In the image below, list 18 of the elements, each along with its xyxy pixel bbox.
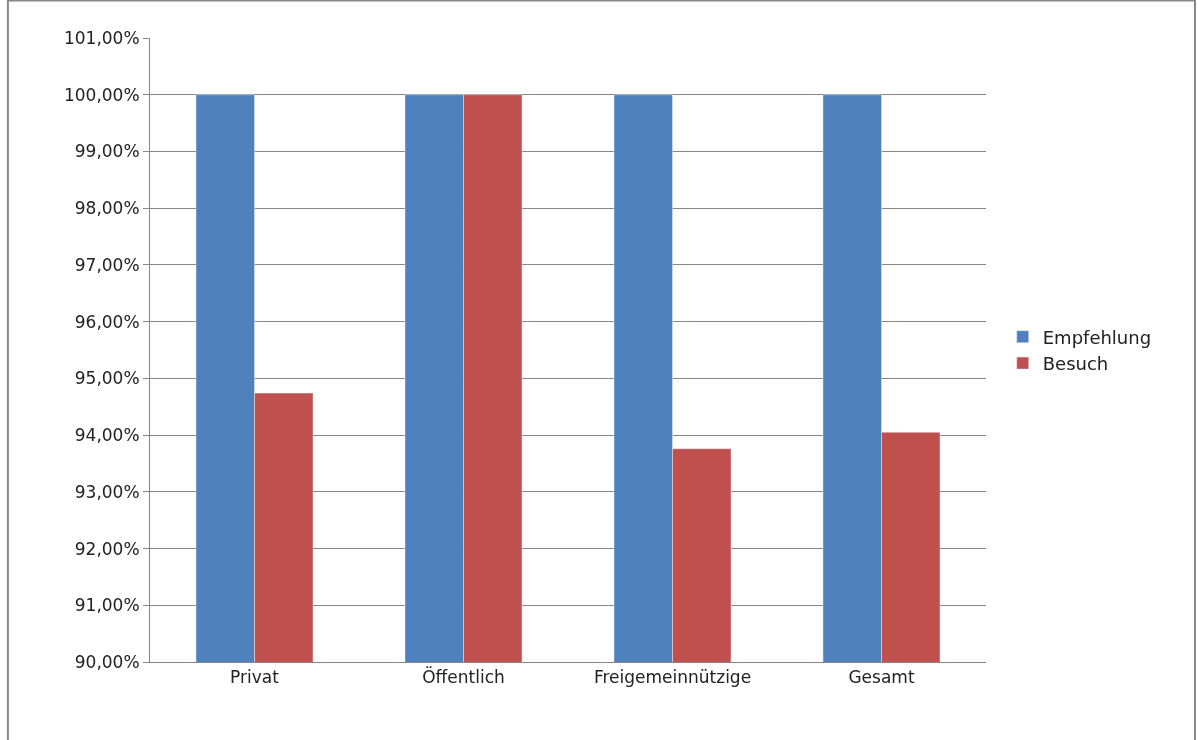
- legend-label: Empfehlung: [1042, 326, 1152, 348]
- y-tick-label: 101,00%: [63, 27, 140, 48]
- x-tick-label: Freigemeinnützige: [593, 667, 752, 688]
- y-tick-label: 94,00%: [74, 425, 140, 446]
- legend-label: Besuch: [1042, 353, 1109, 375]
- y-tick-label: 93,00%: [74, 481, 140, 502]
- y-tick-label: 98,00%: [74, 198, 140, 219]
- x-tick-label: Gesamt: [848, 667, 915, 688]
- y-tick-label: 96,00%: [74, 311, 140, 332]
- y-tick-label: 90,00%: [74, 651, 140, 672]
- x-tick-label: Öffentlich: [422, 666, 505, 688]
- y-tick-label: 97,00%: [74, 254, 140, 275]
- y-tick-label: 99,00%: [74, 141, 140, 162]
- y-tick-label: 92,00%: [74, 538, 140, 559]
- y-tick-label: 91,00%: [74, 595, 140, 616]
- x-tick-label: Privat: [230, 667, 280, 688]
- y-tick-label: 95,00%: [74, 368, 140, 389]
- y-tick-label: 100,00%: [63, 84, 140, 105]
